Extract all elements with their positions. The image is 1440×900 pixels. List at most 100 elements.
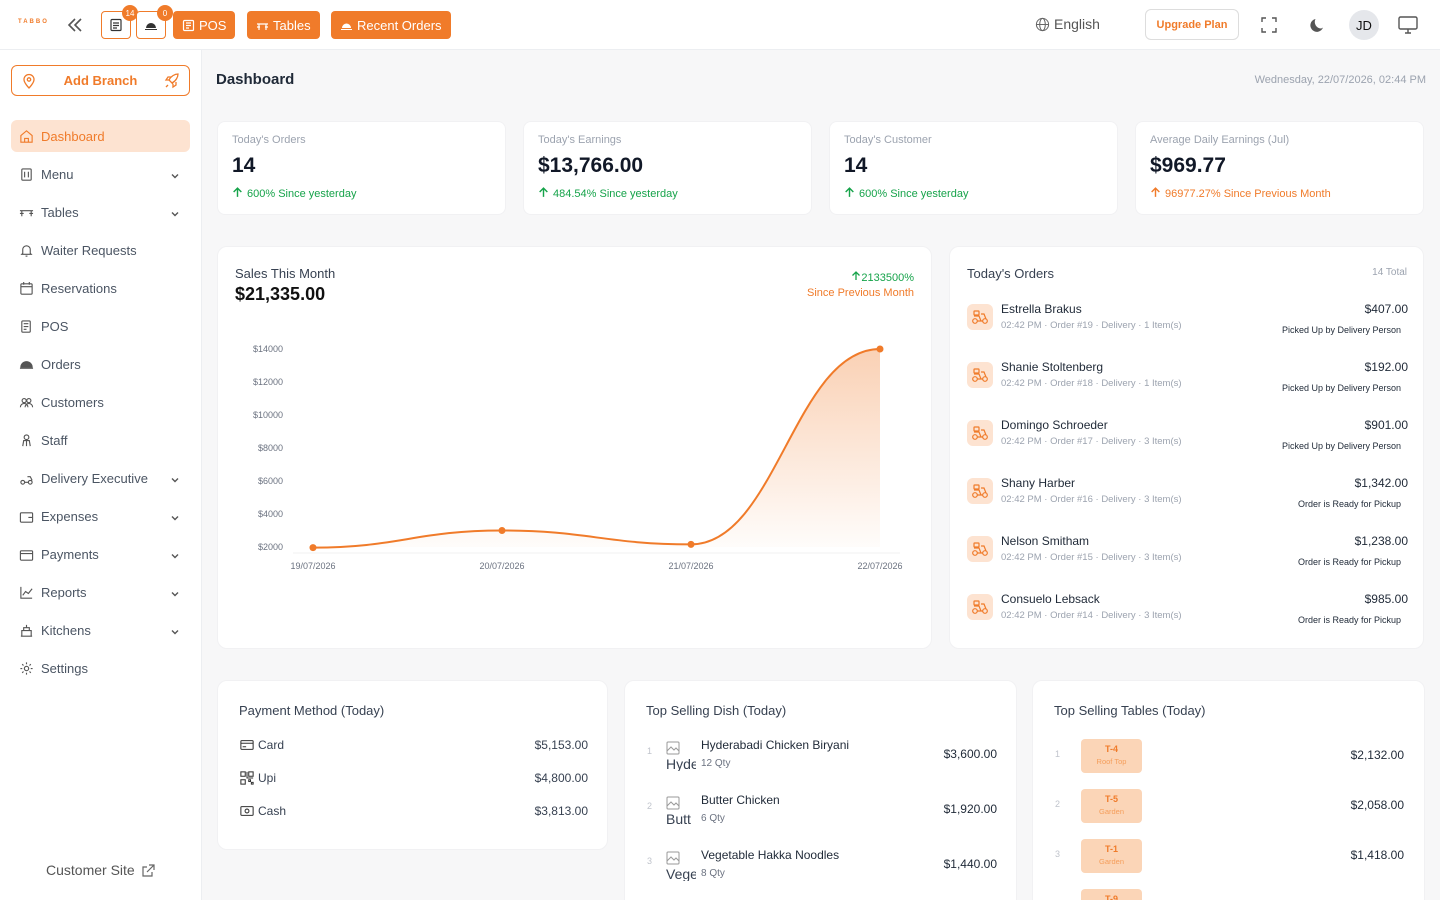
table-badge: T-4 Roof Top bbox=[1081, 739, 1142, 773]
sales-point bbox=[498, 527, 506, 534]
sidebar-item-orders[interactable]: Orders bbox=[11, 348, 190, 380]
sidebar-item-label: Staff bbox=[41, 432, 68, 448]
gear-icon bbox=[18, 660, 34, 676]
customer-site-link[interactable]: Customer Site bbox=[46, 862, 156, 878]
top-selling-tables-card: Top Selling Tables (Today) 1 T-4 Roof Top $… bbox=[1032, 680, 1425, 900]
upgrade-plan-button[interactable]: Upgrade Plan bbox=[1145, 9, 1239, 40]
app-logo[interactable]: TABBO bbox=[18, 19, 49, 25]
payments-icon bbox=[18, 546, 34, 562]
sidebar-item-reports[interactable]: Reports bbox=[11, 576, 190, 608]
dish-image: Vege bbox=[666, 851, 696, 881]
order-meta: 02:42 PM · Order #15 · Delivery · 3 Item… bbox=[1001, 552, 1182, 563]
sidebar-item-settings[interactable]: Settings bbox=[11, 652, 190, 684]
broken-image-icon bbox=[666, 741, 680, 755]
sidebar: Add Branch Dashboard Menu Tables Waiter Req… bbox=[0, 50, 202, 900]
payment-row: Upi $4,800.00 bbox=[239, 771, 588, 785]
table-rank: 3 bbox=[1055, 849, 1061, 859]
user-avatar[interactable]: JD bbox=[1349, 10, 1379, 40]
sidebar-item-reservations[interactable]: Reservations bbox=[11, 272, 190, 304]
payment-method-card: Payment Method (Today) Card $5,153.00 Upi $… bbox=[217, 680, 608, 850]
table-icon bbox=[257, 22, 268, 30]
pos-button[interactable]: POS bbox=[173, 11, 236, 39]
order-meta: 02:42 PM · Order #19 · Delivery · 1 Item… bbox=[1001, 320, 1182, 331]
kitchen-icon bbox=[18, 622, 34, 638]
payment-row: Card $5,153.00 bbox=[239, 738, 588, 752]
broken-image-icon bbox=[666, 851, 680, 865]
order-row[interactable]: Estrella Brakus 02:42 PM · Order #19 · De… bbox=[967, 302, 1408, 346]
delivery-scooter-icon bbox=[967, 594, 993, 620]
current-datetime: Wednesday, 22/07/2026, 02:44 PM bbox=[1254, 74, 1426, 86]
receipt-icon bbox=[110, 18, 122, 32]
dish-name: Hyderabadi Chicken Biryani bbox=[701, 738, 850, 752]
external-link-icon bbox=[142, 863, 155, 877]
sidebar-item-label: Settings bbox=[41, 660, 88, 676]
sidebar-item-waiter-requests[interactable]: Waiter Requests bbox=[11, 234, 190, 266]
table-row: 4T-9 bbox=[1055, 889, 1404, 900]
order-meta: 02:42 PM · Order #17 · Delivery · 3 Item… bbox=[1001, 436, 1182, 447]
payment-value: $4,800.00 bbox=[534, 771, 588, 785]
order-row[interactable]: Domingo Schroeder 02:42 PM · Order #17 · … bbox=[967, 418, 1408, 462]
sidebar-item-tables[interactable]: Tables bbox=[11, 196, 190, 228]
sidebar-item-dashboard[interactable]: Dashboard bbox=[11, 120, 190, 152]
sidebar-item-staff[interactable]: Staff bbox=[11, 424, 190, 456]
language-selector[interactable]: English bbox=[1035, 16, 1100, 32]
table-code: T-9 bbox=[1104, 894, 1118, 900]
dark-mode-icon[interactable] bbox=[1307, 15, 1327, 35]
sales-title: Sales This Month bbox=[235, 266, 336, 281]
sidebar-item-pos[interactable]: POS bbox=[11, 310, 190, 342]
table-row: 2 T-5 Garden $2,058.00 bbox=[1055, 789, 1404, 825]
tables-button[interactable]: Tables bbox=[247, 11, 320, 39]
stat-value: 14 bbox=[232, 154, 256, 177]
wallet-icon bbox=[18, 508, 34, 524]
stat-change-text: 600% Since yesterday bbox=[247, 188, 357, 200]
sidebar-item-label: POS bbox=[41, 318, 69, 334]
add-branch-button[interactable]: Add Branch bbox=[11, 65, 190, 96]
pos-orders-button[interactable]: 14 bbox=[101, 5, 138, 39]
pos-icon bbox=[182, 19, 195, 31]
order-row[interactable]: Shanie Stoltenberg 02:42 PM · Order #18 ·… bbox=[967, 360, 1408, 404]
cloche-icon bbox=[18, 356, 34, 372]
menu-icon bbox=[18, 166, 34, 182]
sidebar-item-expenses[interactable]: Expenses bbox=[11, 500, 190, 532]
fullscreen-icon[interactable] bbox=[1259, 15, 1279, 35]
table-value: $2,132.00 bbox=[1350, 748, 1404, 762]
y-tick-label: $2000 bbox=[258, 542, 283, 552]
chevron-down-icon bbox=[170, 549, 180, 564]
delivery-scooter-icon bbox=[967, 420, 993, 446]
order-status: Order is Ready for Pickup bbox=[1297, 557, 1401, 567]
sidebar-item-customers[interactable]: Customers bbox=[11, 386, 190, 418]
payment-value: $5,153.00 bbox=[534, 738, 588, 752]
order-meta: 02:42 PM · Order #16 · Delivery · 3 Item… bbox=[1001, 494, 1182, 505]
qr-icon bbox=[239, 771, 255, 785]
monitor-icon[interactable] bbox=[1397, 15, 1418, 35]
stat-change-text: 484.54% Since yesterday bbox=[553, 188, 678, 200]
order-meta: 02:42 PM · Order #18 · Delivery · 1 Item… bbox=[1001, 378, 1182, 389]
sidebar-item-payments[interactable]: Payments bbox=[11, 538, 190, 570]
sidebar-item-delivery-executive[interactable]: Delivery Executive bbox=[11, 462, 190, 494]
recent-orders-button[interactable]: Recent Orders bbox=[331, 11, 451, 39]
pos-orders-badge: 14 bbox=[122, 5, 138, 21]
table-area: Garden bbox=[1098, 807, 1125, 816]
order-row[interactable]: Nelson Smitham 02:42 PM · Order #15 · Del… bbox=[967, 534, 1408, 578]
tables-button-label: Tables bbox=[273, 17, 311, 33]
order-meta: 02:42 PM · Order #14 · Delivery · 3 Item… bbox=[1001, 610, 1182, 621]
stat-value: $969.77 bbox=[1150, 154, 1226, 177]
collapse-sidebar-icon[interactable] bbox=[64, 14, 86, 36]
delivery-scooter-icon bbox=[967, 304, 993, 330]
sales-point bbox=[876, 345, 884, 353]
waiter-requests-button[interactable]: 0 bbox=[136, 5, 173, 39]
waiter-requests-badge: 0 bbox=[157, 5, 173, 21]
dish-qty: 12 Qty bbox=[701, 758, 731, 769]
dish-row: 3 Vege Vegetable Hakka Noodles 8 Qty $1,440.… bbox=[647, 846, 997, 886]
order-row[interactable]: Consuelo Lebsack 02:42 PM · Order #14 · D… bbox=[967, 592, 1408, 636]
sidebar-item-menu[interactable]: Menu bbox=[11, 158, 190, 190]
sales-value: $21,335.00 bbox=[235, 284, 326, 304]
sidebar-item-kitchens[interactable]: Kitchens bbox=[11, 614, 190, 646]
sales-this-month-card: Sales This Month $21,335.00 2133500% Sin… bbox=[217, 246, 932, 649]
chart-icon bbox=[18, 584, 34, 600]
order-row[interactable]: Shany Harber 02:42 PM · Order #16 · Deliv… bbox=[967, 476, 1408, 520]
dish-row: 1 Hyde Hyderabadi Chicken Biryani 12 Qty $3,… bbox=[647, 736, 997, 776]
chevron-down-icon bbox=[170, 587, 180, 602]
order-status: Picked Up by Delivery Person bbox=[1281, 383, 1401, 393]
dish-image-alt: Hyde bbox=[666, 756, 696, 771]
